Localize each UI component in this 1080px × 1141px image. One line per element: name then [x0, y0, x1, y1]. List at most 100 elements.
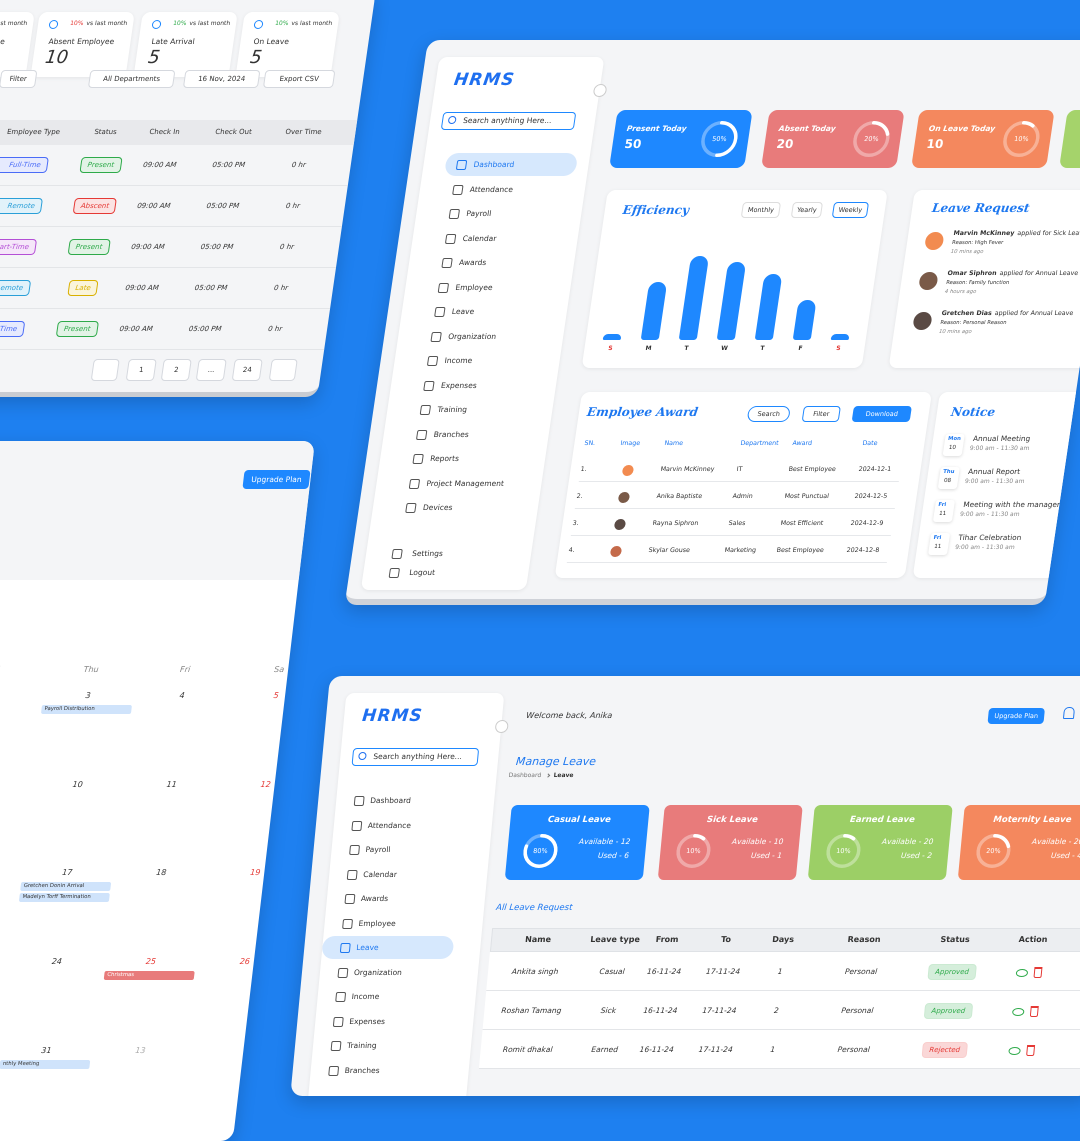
search-box[interactable]: Search anything Here...: [351, 748, 479, 766]
event[interactable]: Payroll Distribution: [41, 705, 132, 714]
tab[interactable]: Monthly: [741, 202, 781, 218]
type-badge: emote: [0, 280, 31, 296]
nav-item[interactable]: Expenses: [349, 1017, 386, 1026]
nav-item[interactable]: Awards: [361, 894, 389, 903]
cell: Best Employee: [776, 547, 824, 554]
nav-item[interactable]: Branches: [344, 1066, 380, 1075]
search-button[interactable]: Search: [747, 406, 791, 422]
page-button[interactable]: 1: [126, 359, 157, 381]
nav-item[interactable]: Payroll: [365, 845, 391, 854]
bar: [755, 274, 783, 340]
cell: 1: [777, 967, 783, 976]
page-button[interactable]: 2: [161, 359, 192, 381]
nav-item[interactable]: Leave: [451, 307, 475, 316]
event[interactable]: nthly Meeting: [0, 1060, 90, 1069]
nav-item[interactable]: Expenses: [440, 381, 477, 390]
control-date[interactable]: 16 Nov, 2024: [183, 70, 261, 88]
tab[interactable]: Weekly: [832, 202, 869, 218]
ring-label: 80%: [522, 834, 559, 868]
date-number: 3: [85, 691, 91, 700]
upgrade-button[interactable]: Upgrade Plan: [987, 708, 1045, 724]
nav-item[interactable]: Training: [347, 1041, 377, 1050]
upgrade-button[interactable]: Upgrade Plan: [242, 470, 310, 489]
event[interactable]: Christmas: [104, 971, 195, 980]
nav-item[interactable]: Calendar: [363, 870, 398, 879]
stat-title: Present Today: [626, 124, 687, 133]
delete-icon[interactable]: [1033, 967, 1042, 978]
nav-item[interactable]: Project Management: [426, 479, 505, 488]
stat-icon: [253, 20, 263, 29]
collapse-button[interactable]: [593, 84, 608, 97]
nav-item[interactable]: Calendar: [462, 234, 497, 243]
nav-item[interactable]: Payroll: [466, 209, 492, 218]
status-badge: Approved: [927, 964, 976, 980]
column-header: Image: [620, 440, 641, 447]
day-header: Fri: [180, 665, 191, 674]
date-num: 11: [939, 511, 947, 517]
nav-item[interactable]: Dashboard: [473, 160, 515, 169]
nav-item[interactable]: Organization: [448, 332, 497, 341]
nav-item[interactable]: Leave: [356, 943, 379, 952]
ring-label: 10%: [1001, 121, 1042, 157]
nav-item[interactable]: Training: [437, 405, 468, 414]
breadcrumb: Dashboard: [508, 772, 541, 779]
filter-button[interactable]: Filter: [802, 406, 841, 422]
day-label: T: [760, 345, 765, 352]
nav-item[interactable]: Employee: [358, 919, 396, 928]
notice-time: 9:00 am - 11:30 am: [964, 478, 1025, 485]
search-box[interactable]: Search anything Here...: [441, 112, 577, 130]
nav-item[interactable]: Logout: [409, 568, 436, 577]
page-button[interactable]: 24: [232, 359, 263, 381]
column-header: Status: [940, 935, 970, 944]
ring-label: 20%: [851, 121, 892, 157]
delete-icon[interactable]: [1026, 1045, 1035, 1056]
nav-item[interactable]: Reports: [430, 454, 460, 463]
nav-item[interactable]: Income: [444, 356, 473, 365]
delete-icon[interactable]: [1030, 1006, 1039, 1017]
control-department[interactable]: All Departments: [88, 70, 176, 88]
stat-value: 20: [776, 137, 795, 151]
control-filter[interactable]: Filter: [0, 70, 37, 88]
nav-icon: [445, 234, 456, 244]
nav-icon: [342, 919, 353, 929]
available: Available - 20: [882, 837, 934, 846]
card-title: Notice: [950, 405, 996, 419]
table-row: [483, 991, 1080, 1030]
date-num: 08: [943, 478, 951, 484]
stat-label: Absent Employee: [48, 37, 115, 46]
delta-text: vs last month: [291, 20, 333, 27]
nav-item[interactable]: Devices: [422, 503, 453, 512]
nav-item[interactable]: Employee: [455, 283, 493, 292]
nav-item[interactable]: Attendance: [469, 185, 513, 194]
nav-item[interactable]: Attendance: [367, 821, 411, 830]
nav-item[interactable]: Income: [351, 992, 379, 1001]
cell: Roshan Tamang: [501, 1006, 562, 1015]
control-export[interactable]: Export CSV: [263, 70, 336, 88]
date-day: Mon: [948, 436, 962, 442]
page-arrow[interactable]: [269, 359, 298, 381]
page-button[interactable]: ...: [196, 359, 227, 381]
nav-icon: [347, 870, 358, 880]
logo: HRMS: [453, 70, 516, 90]
bell-icon[interactable]: [1063, 707, 1075, 719]
event[interactable]: Madelyn Torff Termination: [19, 893, 110, 902]
collapse-button[interactable]: [495, 720, 509, 733]
cell: 17-11-24: [698, 1045, 733, 1054]
type-badge: Time: [0, 321, 25, 337]
event[interactable]: Gretchen Donin Arrival: [20, 882, 111, 891]
nav-item[interactable]: Branches: [433, 430, 469, 439]
page-arrow[interactable]: [91, 359, 120, 381]
nav-item[interactable]: Settings: [412, 549, 444, 558]
bar: [717, 262, 747, 340]
cell: Marketing: [724, 547, 756, 554]
used: Used - 4: [1051, 851, 1080, 860]
download-button[interactable]: Download: [852, 406, 912, 422]
tab[interactable]: Yearly: [791, 202, 823, 218]
stat-delta: 10%vs last month: [70, 20, 128, 27]
row-divider: [579, 481, 899, 482]
nav-item[interactable]: Organization: [354, 968, 403, 977]
nav-item[interactable]: Awards: [458, 258, 487, 267]
nav-item[interactable]: Dashboard: [370, 796, 412, 805]
